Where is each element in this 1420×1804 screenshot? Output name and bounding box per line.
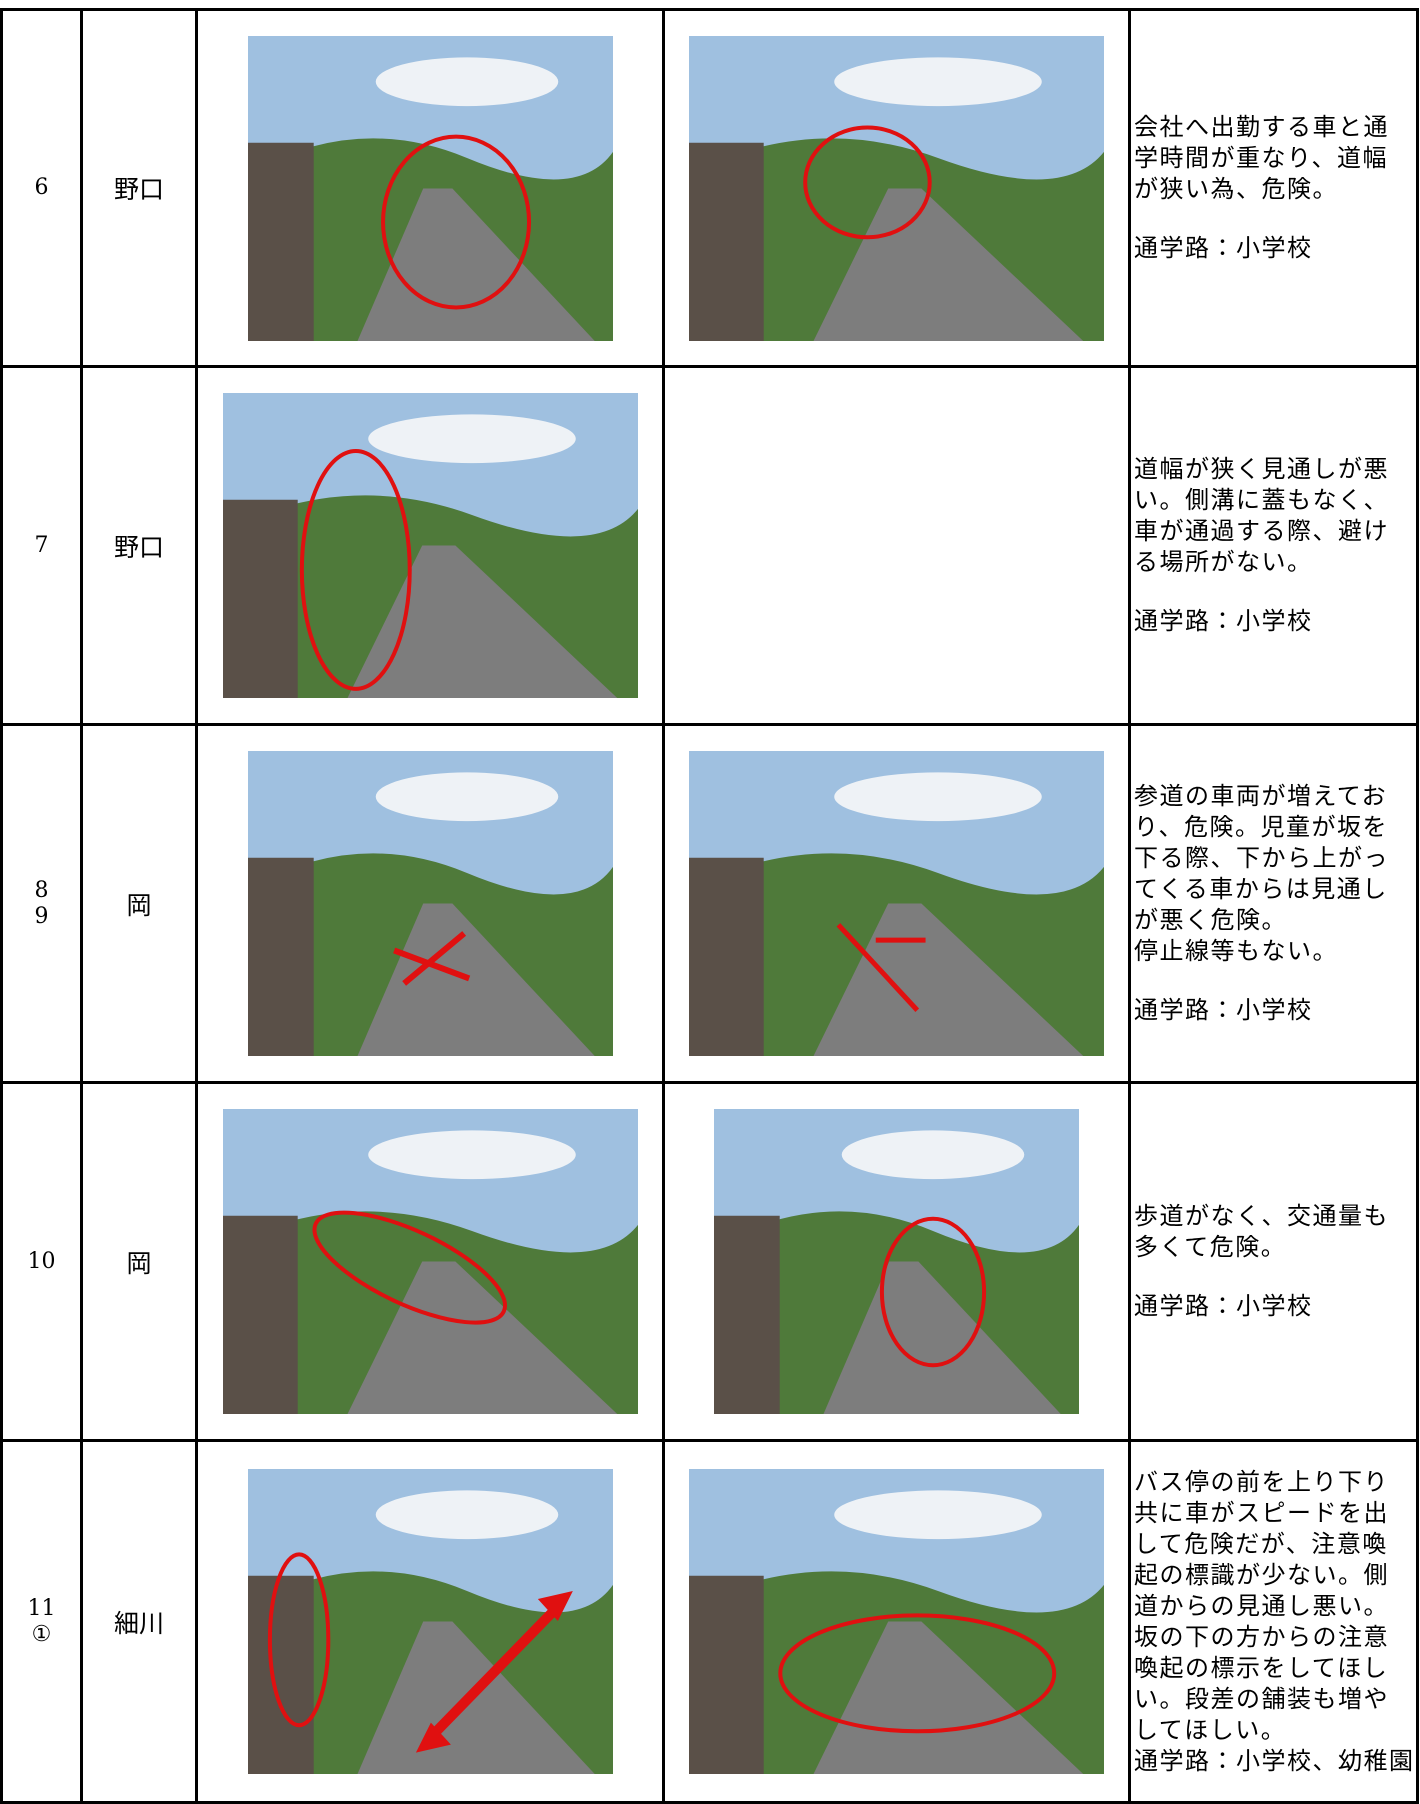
photo-cell bbox=[195, 8, 665, 368]
description-line: してほしい。 bbox=[1134, 1715, 1287, 1744]
description-line: 共に車がスピードを出 bbox=[1134, 1498, 1389, 1527]
photo bbox=[689, 1469, 1104, 1774]
description-line: 停止線等もない。 bbox=[1134, 937, 1338, 965]
photo bbox=[714, 1109, 1079, 1414]
photo-cell bbox=[662, 8, 1131, 368]
description-line: 参道の車両が増えてお bbox=[1134, 782, 1388, 810]
description: 会社へ出勤する車と通 学時間が重なり、道幅 が狭い為、危険。 通学路：小学校 bbox=[1128, 8, 1419, 368]
place-name: 野口 bbox=[80, 365, 198, 726]
number-line: 8 bbox=[34, 877, 49, 903]
place-name: 岡 bbox=[80, 1081, 198, 1442]
description-line: 喚起の標示をしてほし bbox=[1134, 1653, 1389, 1682]
table-row: 7 野口 道幅が狭く見通しが悪 い。側溝に蓋もなく、 車が通過する際、避け る場所がない。… bbox=[0, 365, 1419, 726]
school-route: 通学路：小学校 bbox=[1134, 1292, 1313, 1320]
photo-cell bbox=[662, 1081, 1131, 1442]
place-name: 岡 bbox=[80, 723, 198, 1084]
table-row: 8 9 岡参道の車両が増えてお り、危険。児童が坂を 下る際、下から上がっ てくる車からは… bbox=[0, 723, 1419, 1084]
description-line: 下る際、下から上がっ bbox=[1134, 844, 1389, 872]
row-number: 10 bbox=[0, 1081, 83, 1442]
number-line: 7 bbox=[34, 532, 49, 558]
description-line: 歩道がなく、交通量も bbox=[1134, 1202, 1389, 1230]
table-row: 11 ① 細川 バス停の前を上り下り 共に車がスピードを出 して危険だが、注意喚 起の標識が… bbox=[0, 1439, 1419, 1804]
row-number: 7 bbox=[0, 365, 83, 726]
description: 道幅が狭く見通しが悪 い。側溝に蓋もなく、 車が通過する際、避け る場所がない。 通学路… bbox=[1128, 365, 1419, 726]
photo-cell bbox=[195, 1081, 665, 1442]
description-line: る場所がない。 bbox=[1134, 548, 1313, 576]
number-line: 10 bbox=[27, 1248, 56, 1274]
school-route: 通学路：小学校 bbox=[1134, 607, 1313, 635]
description-line: して危険だが、注意喚 bbox=[1134, 1529, 1388, 1558]
number-line: 11 bbox=[27, 1595, 56, 1621]
report-table: 6 野口 会社へ出勤する車と通 学時間が重なり、道幅 が狭い為、危険。 通学路：小学校 7 野… bbox=[0, 8, 1419, 1804]
school-route: 通学路：小学校 bbox=[1134, 996, 1313, 1024]
description-line: バス停の前を上り下り bbox=[1134, 1467, 1389, 1496]
description-line: り、危険。児童が坂を bbox=[1134, 813, 1389, 841]
photo-cell bbox=[195, 365, 665, 726]
photo-cell bbox=[195, 1439, 665, 1804]
description-line: い。側溝に蓋もなく、 bbox=[1134, 486, 1389, 514]
description-line: 多くて危険。 bbox=[1134, 1233, 1287, 1261]
row-number: 6 bbox=[0, 8, 83, 368]
table-row: 10 岡 歩道がなく、交通量も 多くて危険。 通学路：小学校 bbox=[0, 1081, 1419, 1442]
school-route: 通学路：小学校、幼稚園 bbox=[1134, 1746, 1415, 1775]
photo bbox=[247, 751, 613, 1056]
photo-cell bbox=[662, 723, 1131, 1084]
photo bbox=[222, 1109, 638, 1414]
photo bbox=[247, 1469, 613, 1774]
description-line: が悪く危険。 bbox=[1134, 906, 1287, 934]
description: 歩道がなく、交通量も 多くて危険。 通学路：小学校 bbox=[1128, 1081, 1419, 1442]
table-body: 6 野口 会社へ出勤する車と通 学時間が重なり、道幅 が狭い為、危険。 通学路：小学校 7 野… bbox=[0, 8, 1419, 1804]
photo-cell bbox=[662, 1439, 1131, 1804]
description-line: 起の標識が少ない。側 bbox=[1134, 1560, 1389, 1589]
number-line: 9 bbox=[34, 903, 49, 929]
description-line: 坂の下の方からの注意 bbox=[1134, 1622, 1389, 1651]
description: バス停の前を上り下り 共に車がスピードを出 して危険だが、注意喚 起の標識が少ない。側… bbox=[1128, 1439, 1419, 1804]
place-name: 細川 bbox=[80, 1439, 198, 1804]
photo bbox=[222, 393, 638, 698]
photo bbox=[689, 751, 1104, 1056]
photo bbox=[247, 35, 613, 341]
description-line: 会社へ出勤する車と通 bbox=[1134, 113, 1389, 141]
number-line: 6 bbox=[34, 175, 49, 200]
row-number: 11 ① bbox=[0, 1439, 83, 1804]
description-line: が狭い為、危険。 bbox=[1134, 175, 1338, 203]
number-line: ① bbox=[31, 1621, 52, 1647]
description-line: てくる車からは見通し bbox=[1134, 875, 1388, 903]
description-line: 道からの見通し悪い。 bbox=[1134, 1591, 1389, 1620]
description-line: 車が通過する際、避け bbox=[1134, 517, 1389, 545]
description-line: 学時間が重なり、道幅 bbox=[1134, 144, 1389, 172]
photo bbox=[689, 35, 1104, 341]
description-line: 道幅が狭く見通しが悪 bbox=[1134, 455, 1389, 483]
place-name: 野口 bbox=[80, 8, 198, 368]
photo-cell bbox=[662, 365, 1131, 726]
table-row: 6 野口 会社へ出勤する車と通 学時間が重なり、道幅 が狭い為、危険。 通学路：小学校 bbox=[0, 8, 1419, 368]
description-line: い。段差の舗装も増や bbox=[1134, 1684, 1389, 1713]
description: 参道の車両が増えてお り、危険。児童が坂を 下る際、下から上がっ てくる車からは見通し… bbox=[1128, 723, 1419, 1084]
photo-cell bbox=[195, 723, 665, 1084]
school-route: 通学路：小学校 bbox=[1134, 234, 1313, 262]
